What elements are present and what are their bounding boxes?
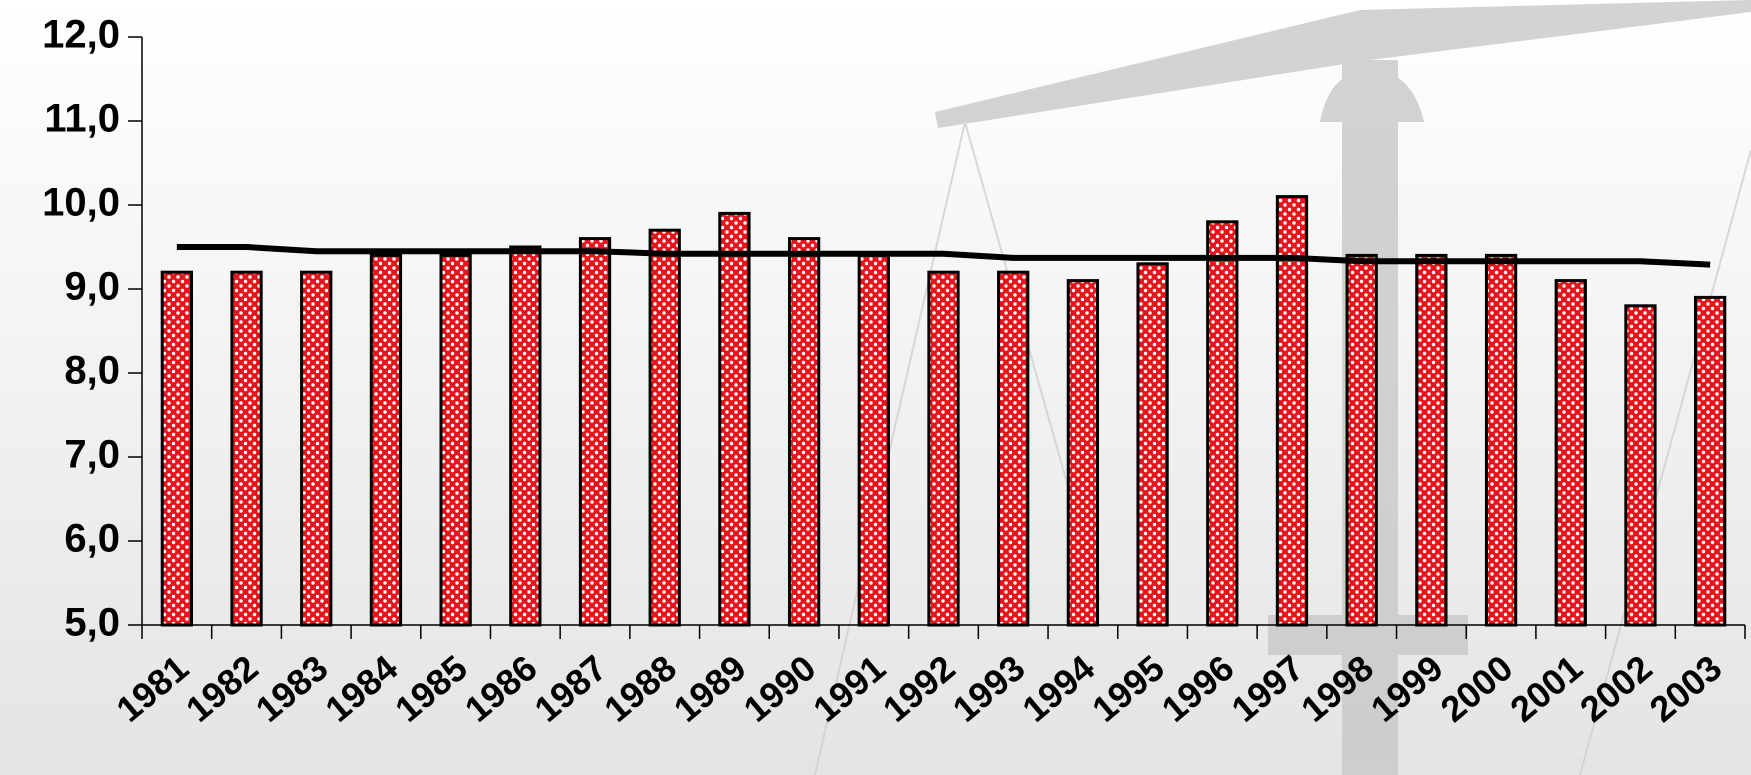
trend-line <box>176 244 1711 268</box>
y-tick-label: 11,0 <box>44 97 120 141</box>
bar <box>369 253 403 627</box>
bar <box>1345 253 1378 627</box>
bar <box>160 270 193 627</box>
bar <box>230 270 263 627</box>
bar <box>578 237 612 627</box>
bar <box>718 211 751 627</box>
y-tick-label: 10,0 <box>42 181 120 225</box>
bar <box>1484 253 1518 627</box>
bar <box>1624 304 1657 627</box>
bar <box>1554 279 1587 627</box>
bar <box>927 270 960 627</box>
y-tick-label: 12,0 <box>42 13 120 57</box>
bar <box>300 270 333 627</box>
bar <box>857 253 890 627</box>
bar <box>439 253 472 627</box>
bar <box>1066 279 1100 627</box>
bar <box>1694 295 1727 627</box>
bar <box>509 245 542 627</box>
bar <box>787 237 821 627</box>
y-tick-label: 9,0 <box>64 265 120 309</box>
y-tick-label: 6,0 <box>64 517 120 561</box>
y-tick-label: 5,0 <box>64 601 120 645</box>
bar <box>1136 262 1169 627</box>
bar <box>1415 253 1448 627</box>
y-tick-label: 7,0 <box>64 433 120 477</box>
bar <box>997 270 1030 627</box>
bar <box>648 228 681 627</box>
bar <box>1275 195 1309 627</box>
y-tick-label: 8,0 <box>64 349 120 393</box>
bar <box>1206 220 1239 627</box>
